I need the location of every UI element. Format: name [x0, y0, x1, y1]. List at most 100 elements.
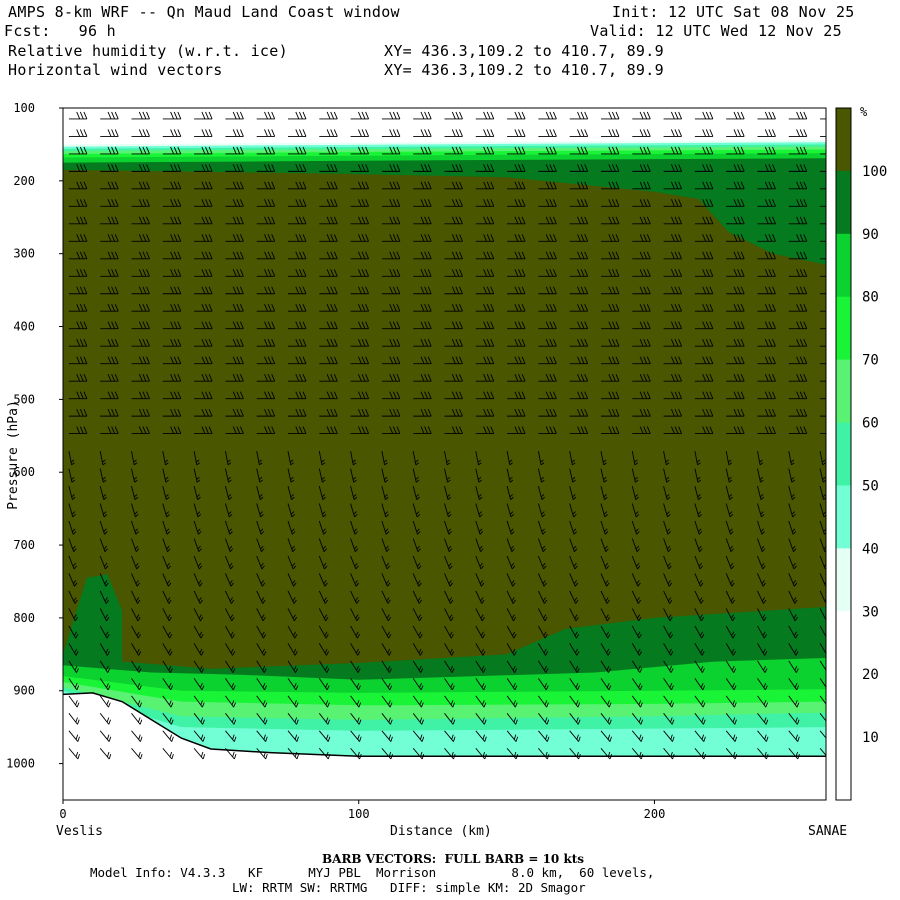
wind-barb: [287, 468, 295, 483]
wind-barb: [757, 199, 776, 207]
wind-barb: [600, 625, 611, 639]
wind-barb: [318, 713, 331, 725]
wind-barb: [600, 304, 620, 312]
wind-barb: [444, 555, 453, 570]
wind-barb: [725, 538, 734, 552]
wind-barb: [256, 269, 276, 277]
wind-barb: [99, 730, 112, 742]
wind-barb: [162, 730, 174, 742]
wind-barb: [225, 164, 244, 172]
wind-barb: [569, 356, 589, 365]
wind-barb: [68, 730, 80, 742]
wind-barb: [725, 660, 737, 673]
wind-barb: [820, 345, 826, 347]
wind-barb: [412, 451, 419, 466]
wind-barb: [506, 555, 516, 570]
wind-barb: [256, 408, 276, 417]
wind-barb: [100, 199, 119, 207]
wind-barb: [757, 373, 776, 382]
wind-barb: [256, 321, 276, 330]
wind-barb: [444, 251, 463, 260]
wind-barb: [444, 321, 463, 330]
chart-title: AMPS 8-km WRF -- Qn Maud Land Coast wind…: [8, 3, 400, 21]
wind-barb: [631, 485, 639, 500]
wind-barb: [99, 695, 111, 708]
wind-barb: [131, 234, 150, 242]
wind-barb: [131, 339, 150, 347]
colorbar-label: 40: [862, 541, 879, 557]
wind-barb: [694, 625, 705, 639]
wind-barb: [569, 269, 589, 277]
wind-barb: [444, 660, 455, 673]
wind-barb: [507, 111, 526, 120]
wind-barb: [726, 234, 745, 242]
colorbar-label: 10: [862, 730, 879, 746]
wind-barb: [600, 608, 611, 622]
wind-barb: [694, 234, 714, 242]
wind-barb: [350, 730, 362, 742]
wind-barb: [788, 695, 800, 708]
wind-barb: [350, 286, 370, 295]
wind-barb: [475, 304, 495, 312]
wind-barb: [162, 426, 182, 435]
wind-barb: [537, 590, 548, 604]
wind-barb: [131, 713, 143, 725]
wind-barb: [162, 608, 172, 622]
wind-barb: [193, 485, 201, 500]
wind-barb: [193, 625, 204, 639]
wind-barb: [569, 608, 579, 622]
wind-barb: [632, 164, 651, 172]
wind-barb: [225, 356, 244, 365]
wind-barb: [600, 234, 620, 242]
wind-barb: [475, 321, 495, 330]
wind-barb: [194, 129, 213, 137]
wind-barb: [726, 408, 745, 417]
wind-barb: [381, 555, 390, 570]
wind-barb: [256, 538, 265, 552]
wind-barb: [444, 199, 463, 207]
wind-barb: [287, 660, 298, 673]
wind-barb: [412, 555, 422, 570]
wind-barb: [569, 451, 576, 466]
wind-barb: [538, 199, 557, 207]
wind-barb: [600, 146, 620, 155]
wind-barb: [569, 111, 589, 120]
wind-barb: [507, 286, 526, 295]
wind-barb: [68, 695, 80, 708]
wind-barb: [663, 678, 674, 691]
wind-barb: [99, 451, 107, 466]
wind-barb: [788, 373, 808, 382]
wind-barb: [100, 251, 119, 260]
x-tick-label: 0: [59, 807, 66, 821]
wind-barb: [319, 356, 338, 365]
wind-barb: [631, 573, 641, 587]
wind-barb: [663, 695, 675, 708]
wind-barb: [225, 625, 235, 639]
wind-barb: [319, 234, 338, 242]
wind-barb: [68, 555, 78, 570]
wind-barb: [725, 625, 736, 639]
wind-barb: [131, 468, 138, 483]
wind-barb: [788, 356, 808, 365]
wind-barb: [757, 643, 768, 656]
wind-barb: [193, 695, 205, 708]
wind-barb: [694, 216, 714, 225]
wind-barb: [725, 520, 734, 535]
wind-barb: [131, 181, 150, 190]
wind-barb: [444, 146, 463, 155]
y-axis-label: Pressure (hPa): [6, 400, 21, 510]
wind-barb: [506, 608, 517, 622]
colorbar-label: 60: [862, 416, 879, 432]
wind-barb: [444, 339, 463, 347]
wind-barb: [288, 408, 307, 417]
wind-barb: [256, 304, 276, 312]
wind-barb: [100, 373, 119, 382]
wind-barb: [381, 608, 391, 622]
wind-barb: [68, 468, 76, 483]
wind-barb: [287, 730, 299, 742]
wind-barb: [162, 181, 182, 190]
wind-barb: [538, 304, 557, 312]
wind-barb: [318, 643, 329, 656]
wind-barb: [225, 678, 236, 691]
wind-barb: [350, 555, 359, 570]
